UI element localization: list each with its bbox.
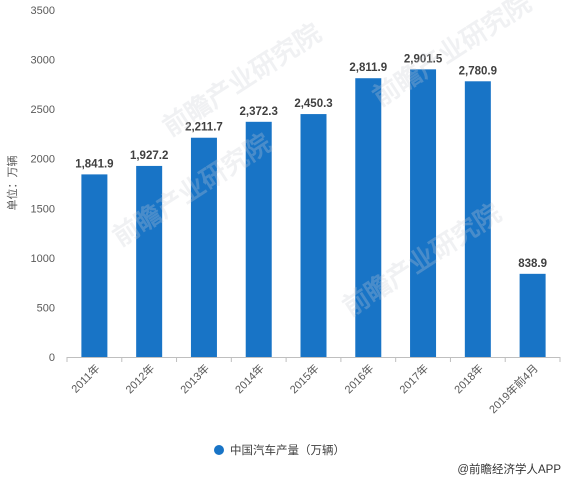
source-text: @前瞻经济学人APP	[457, 464, 561, 476]
data-label: 1,927.2	[130, 150, 168, 162]
bar	[136, 165, 163, 357]
data-label: 2,372.3	[240, 106, 278, 118]
y-tick-label: 1500	[31, 203, 55, 215]
x-tick-label: 2012年	[122, 361, 157, 396]
bar	[300, 114, 327, 358]
y-tick-label: 500	[37, 302, 55, 314]
data-label: 2,901.5	[404, 53, 443, 65]
legend-label: 中国汽车产量（万辆）	[230, 445, 345, 457]
y-tick-label: 1000	[31, 253, 55, 265]
y-tick-label: 0	[49, 352, 55, 364]
y-tick-label: 2500	[31, 104, 55, 116]
bar	[245, 121, 272, 357]
data-label: 2,450.3	[294, 98, 332, 110]
y-tick-label: 3500	[31, 5, 55, 17]
data-label: 1,841.9	[75, 158, 113, 170]
data-label: 2,780.9	[459, 65, 497, 77]
source-credit: @前瞻经济学人APP	[457, 461, 561, 477]
bar	[355, 78, 382, 357]
x-tick-label: 2018年	[451, 361, 486, 396]
bar	[81, 174, 108, 357]
x-tick-label: 2015年	[287, 361, 322, 396]
data-label: 2,211.7	[185, 122, 223, 134]
x-tick-label: 2017年	[396, 361, 431, 396]
y-tick-label: 2000	[31, 154, 55, 166]
y-tick-label: 3000	[31, 55, 55, 67]
data-label: 2,811.9	[349, 62, 387, 74]
x-tick-label: 2011年	[68, 361, 102, 395]
x-tick-label: 2013年	[177, 361, 212, 396]
bar	[519, 273, 546, 357]
bar	[464, 81, 491, 357]
legend: 中国汽车产量（万辆）	[214, 442, 345, 458]
legend-marker	[214, 445, 224, 455]
y-axis-label: 单位：万辆	[7, 155, 19, 211]
x-tick-label: 2014年	[232, 361, 267, 396]
x-tick-label: 2016年	[341, 361, 376, 396]
bar	[190, 137, 217, 357]
bar	[410, 69, 437, 357]
data-label: 838.9	[518, 258, 547, 270]
x-tick-label: 2019年前4月	[486, 361, 541, 416]
